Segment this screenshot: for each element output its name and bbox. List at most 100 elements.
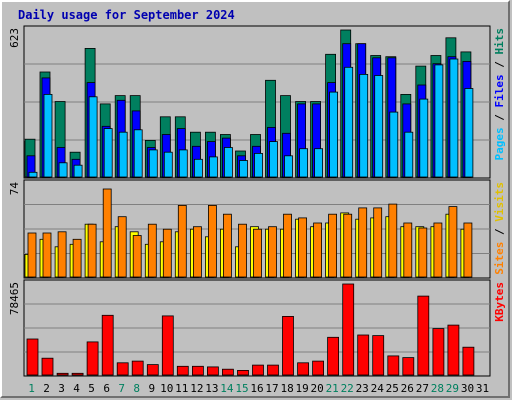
bar-kbytes-day-4 [71, 372, 84, 376]
bar-kbytes-day-24 [372, 335, 385, 376]
x-tick-label-day-22: 22 [341, 382, 354, 395]
bar-sites-day-21 [328, 213, 338, 278]
x-tick-label-day-7: 7 [118, 382, 125, 395]
bar-sites-day-11 [177, 204, 187, 278]
bar-kbytes-day-28 [432, 328, 445, 376]
bar-sites-day-20 [313, 222, 323, 278]
x-tick-label-day-16: 16 [250, 382, 263, 395]
bar-pages-day-7 [118, 131, 128, 178]
legend-part-rlab-mid-2: Visits [493, 182, 506, 222]
x-tick-label-day-6: 6 [103, 382, 110, 395]
bar-sites-day-25 [388, 203, 398, 278]
legend-part-rlab-top-3: / [493, 55, 506, 75]
bar-kbytes-day-19 [297, 362, 310, 376]
bar-kbytes-day-8 [131, 360, 144, 376]
bar-kbytes-day-20 [312, 360, 325, 376]
x-tick-label-day-13: 13 [205, 382, 218, 395]
bar-sites-day-4 [72, 238, 82, 278]
bar-pages-day-14 [223, 147, 233, 178]
bar-sites-day-3 [57, 231, 67, 278]
bar-kbytes-day-9 [146, 364, 159, 376]
bar-kbytes-day-12 [191, 365, 204, 376]
bar-pages-day-13 [208, 156, 218, 178]
bar-sites-day-22 [343, 213, 353, 278]
legend-part-rlab-top-4: Hits [493, 28, 506, 55]
bar-kbytes-day-13 [206, 366, 219, 376]
bar-sites-day-7 [117, 216, 127, 278]
x-tick-label-day-5: 5 [88, 382, 95, 395]
bar-pages-day-2 [43, 94, 53, 178]
bar-kbytes-day-29 [447, 324, 460, 376]
bar-sites-day-27 [418, 227, 428, 278]
bar-pages-day-19 [299, 148, 309, 178]
bar-pages-day-24 [374, 75, 384, 178]
bar-sites-day-12 [192, 226, 202, 278]
bar-pages-day-27 [419, 98, 429, 178]
bottom-ymax-label: 78465 [8, 282, 21, 315]
x-tick-label-day-17: 17 [265, 382, 278, 395]
bar-pages-day-3 [58, 162, 68, 178]
bar-pages-day-18 [284, 155, 293, 178]
bar-kbytes-day-21 [327, 336, 340, 376]
x-tick-label-day-3: 3 [58, 382, 65, 395]
bar-pages-day-1 [28, 171, 38, 178]
bar-kbytes-day-10 [161, 315, 174, 376]
x-tick-label-day-19: 19 [295, 382, 308, 395]
x-tick-label-day-23: 23 [356, 382, 369, 395]
bar-sites-day-2 [42, 232, 52, 278]
bar-sites-day-26 [403, 222, 413, 278]
bar-kbytes-day-5 [86, 341, 99, 376]
bar-sites-day-17 [268, 226, 277, 278]
legend-part-rlab-top-2: Files [493, 74, 506, 107]
bar-pages-day-17 [269, 141, 278, 178]
x-tick-label-day-2: 2 [43, 382, 50, 395]
bar-pages-day-8 [133, 129, 143, 178]
bar-sites-day-6 [102, 188, 112, 278]
bar-sites-day-29 [448, 206, 458, 278]
x-tick-label-day-31: 31 [476, 382, 489, 395]
bar-kbytes-day-15 [237, 369, 249, 376]
middle-ymax-label: 74 [8, 182, 21, 196]
x-tick-label-day-28: 28 [431, 382, 444, 395]
bar-kbytes-day-16 [252, 364, 264, 376]
bar-sites-day-24 [373, 207, 383, 278]
bar-pages-day-12 [193, 158, 203, 178]
bar-sites-day-1 [27, 232, 37, 278]
bar-pages-day-30 [464, 88, 474, 178]
bar-kbytes-day-14 [221, 368, 234, 376]
bar-sites-day-28 [433, 222, 443, 278]
bar-kbytes-day-3 [56, 372, 69, 376]
legend-part-rlab-bot-0: KBytes [493, 282, 506, 322]
bar-kbytes-day-23 [357, 334, 370, 376]
bar-sites-day-9 [147, 223, 157, 278]
bar-sites-day-10 [162, 228, 172, 278]
x-tick-label-day-25: 25 [386, 382, 399, 395]
legend-part-rlab-top-1: / [493, 108, 506, 128]
bar-pages-day-28 [434, 64, 444, 178]
x-tick-label-day-11: 11 [175, 382, 188, 395]
bar-pages-day-22 [344, 66, 354, 178]
x-tick-label-day-8: 8 [133, 382, 140, 395]
bar-pages-day-16 [254, 152, 263, 178]
bar-pages-day-10 [163, 151, 173, 178]
bar-kbytes-day-26 [402, 357, 415, 376]
bar-kbytes-day-18 [282, 315, 294, 376]
x-tick-label-day-26: 26 [401, 382, 414, 395]
top-ymax-label: 623 [8, 28, 21, 48]
bar-pages-day-15 [239, 160, 248, 178]
x-tick-label-day-29: 29 [446, 382, 459, 395]
bar-kbytes-day-11 [176, 365, 189, 376]
bar-pages-day-20 [314, 148, 324, 178]
bar-pages-day-21 [329, 91, 339, 178]
bar-pages-day-26 [404, 131, 414, 178]
top-series-legend: Pages / Files / Hits [493, 28, 506, 161]
bar-sites-day-23 [358, 207, 368, 278]
bar-pages-day-29 [449, 58, 459, 178]
bar-sites-day-14 [222, 213, 232, 278]
bar-sites-day-19 [298, 217, 308, 278]
x-tick-label-day-18: 18 [280, 382, 293, 395]
x-tick-label-day-21: 21 [326, 382, 339, 395]
bar-sites-day-30 [463, 222, 473, 278]
